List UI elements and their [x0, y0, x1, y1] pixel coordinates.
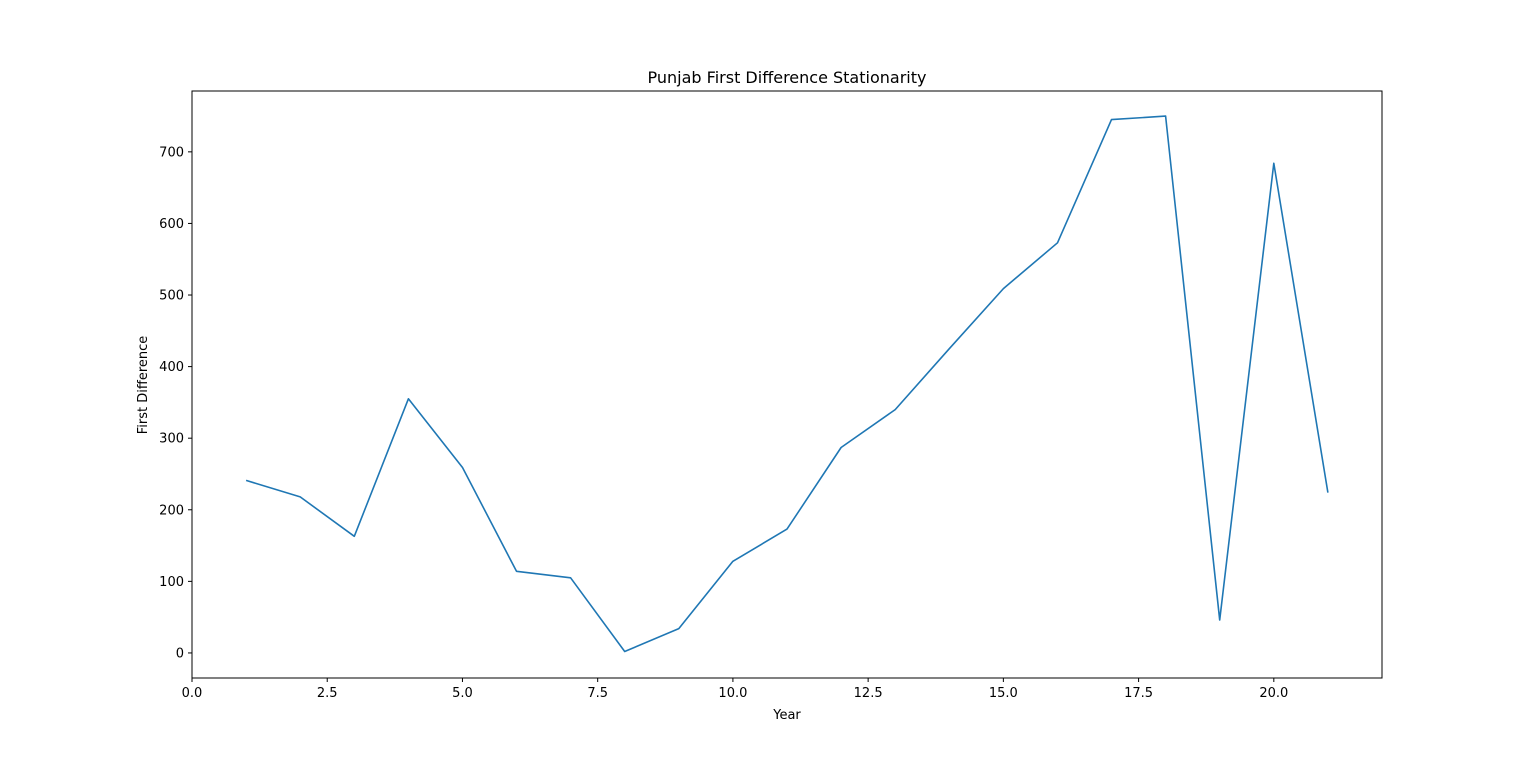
y-axis: 0 100 200 300 400 500 600 700	[159, 145, 192, 661]
y-tick-label: 400	[159, 360, 184, 375]
x-tick-label: 2.5	[317, 686, 338, 701]
y-tick-label: 700	[159, 145, 184, 160]
x-tick-label: 5.0	[452, 686, 473, 701]
y-axis-label: First Difference	[136, 336, 151, 435]
x-tick-label: 7.5	[587, 686, 608, 701]
y-tick-label: 300	[159, 432, 184, 447]
series-line	[245, 115, 1329, 653]
chart-title: Punjab First Difference Stationarity	[648, 68, 927, 87]
plot-frame	[191, 90, 1383, 679]
x-axis-label: Year	[772, 708, 801, 723]
series-layer	[245, 115, 1329, 653]
y-tick-label: 0	[176, 646, 184, 661]
x-tick-label: 0.0	[182, 686, 203, 701]
y-tick-label: 600	[159, 217, 184, 232]
x-tick-label: 12.5	[854, 686, 883, 701]
x-tick-label: 17.5	[1124, 686, 1153, 701]
x-axis: 0.0 2.5 5.0 7.5 10.0 12.5 15.0 17.5 20.0	[182, 678, 1288, 701]
x-tick-label: 20.0	[1259, 686, 1288, 701]
x-tick-label: 10.0	[718, 686, 747, 701]
x-tick-label: 15.0	[989, 686, 1018, 701]
y-tick-label: 200	[159, 503, 184, 518]
y-tick-label: 500	[159, 289, 184, 304]
y-tick-label: 100	[159, 575, 184, 590]
